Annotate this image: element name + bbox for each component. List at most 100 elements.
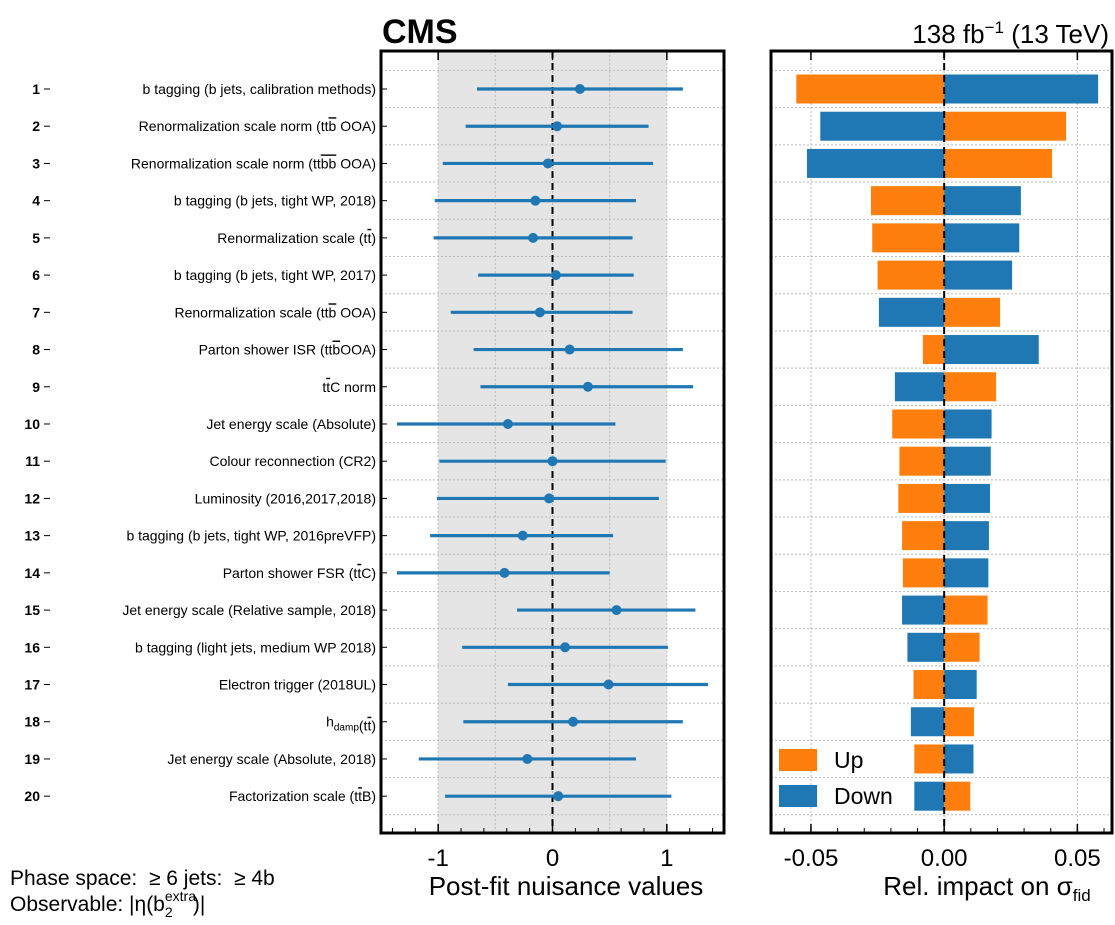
nuisance-label: Electron trigger (2018UL) [219, 677, 376, 693]
pull-point [568, 716, 579, 727]
nuisance-label: b tagging (b jets, tight WP, 2016preVFP) [126, 528, 376, 544]
pulls-xtick-label: -1 [427, 845, 448, 872]
pull-point [542, 158, 553, 169]
rank-label: 4 [32, 193, 40, 209]
pull-point [528, 232, 539, 243]
rank-label: 18 [24, 714, 40, 730]
pull-point [522, 753, 533, 764]
rank-label: 3 [32, 155, 40, 171]
pull-point [547, 456, 558, 467]
rank-label: 13 [24, 528, 40, 544]
impact-bar-up [898, 483, 945, 513]
rank-label: 12 [24, 490, 40, 506]
impact-bar-up [902, 558, 945, 588]
pull-point [564, 344, 575, 355]
rank-label: 10 [24, 416, 40, 432]
impact-bar-down [944, 186, 1021, 216]
rank-label: 11 [25, 453, 40, 469]
pull-point [502, 418, 513, 429]
pull-point [560, 642, 571, 653]
impacts-xtick-label: -0.05 [784, 845, 839, 872]
nuisance-label: Luminosity (2016,2017,2018) [195, 490, 376, 506]
impact-bar-up [944, 297, 1001, 327]
nuisance-label: b tagging (b jets, tight WP, 2017) [174, 267, 376, 283]
pull-point [499, 567, 510, 578]
luminosity-label: 138 fb−1 (13 TeV) [912, 18, 1109, 49]
impact-bar-down [878, 297, 945, 327]
impact-bar-down [914, 781, 945, 811]
legend-label-down: Down [834, 783, 893, 809]
impact-bar-down [944, 335, 1039, 365]
impact-bar-down [902, 595, 945, 625]
rank-label: 7 [32, 304, 40, 320]
impact-bar-up [914, 744, 945, 774]
pulls-panel: -1 0 1 Post-fit nuisance values [379, 49, 726, 901]
pull-point [553, 791, 564, 802]
impact-bar-down [820, 111, 945, 141]
impact-bar-down [944, 558, 989, 588]
nuisance-label: Parton shower ISR (ttbOOA) [199, 342, 376, 358]
legend: Up Down [779, 747, 893, 809]
pull-point [530, 195, 541, 206]
impact-bar-down [944, 670, 977, 700]
rank-label: 5 [32, 230, 40, 246]
impact-bar-down [894, 372, 945, 402]
nuisance-label: hdamp(tt) [326, 714, 376, 734]
pull-point [517, 530, 528, 541]
pull-point [603, 679, 614, 690]
impact-bar-up [877, 260, 945, 290]
impact-bar-up [944, 781, 971, 811]
impact-bar-down [944, 446, 991, 476]
impact-bar-down [944, 223, 1020, 253]
impact-bar-up [922, 335, 945, 365]
nuisance-label: Factorization scale (ttB) [229, 788, 376, 804]
impacts-xtick-label: 0.05 [1054, 845, 1101, 872]
impact-bar-down [944, 260, 1013, 290]
rank-label: 1 [32, 81, 40, 97]
impact-bar-up [902, 521, 945, 551]
impact-bar-up [944, 148, 1053, 178]
pulls-xtick-label: 1 [660, 845, 673, 872]
rank-label: 17 [24, 677, 40, 693]
nuisance-label: Jet energy scale (Absolute, 2018) [167, 751, 376, 767]
impact-bar-down [907, 632, 945, 662]
impact-bar-down [944, 74, 1099, 104]
impact-bar-up [870, 186, 945, 216]
nuisance-label: Jet energy scale (Absolute) [206, 416, 376, 432]
impact-bar-up [899, 446, 945, 476]
impact-bar-up [944, 632, 980, 662]
impact-bar-up [944, 707, 975, 737]
impact-bar-up [892, 409, 945, 439]
pull-point [544, 493, 555, 504]
nuisance-label: Colour reconnection (CR2) [209, 453, 376, 469]
nuisance-label: ttC norm [322, 379, 376, 395]
rank-label: 16 [24, 639, 40, 655]
nuisance-label: Renormalization scale (tt) [217, 230, 376, 246]
pull-point [550, 270, 561, 281]
pull-point [582, 381, 593, 392]
nuisance-label: Parton shower FSR (ttC) [223, 565, 376, 581]
impacts-xtick-label: 0.00 [921, 845, 968, 872]
legend-label-up: Up [834, 747, 863, 773]
impacts-frame [769, 49, 1114, 835]
nuisance-label: b tagging (b jets, tight WP, 2018) [174, 193, 376, 209]
pulls-xlabel: Post-fit nuisance values [429, 871, 704, 901]
legend-swatch-up [779, 749, 817, 771]
impacts-xlabel: Rel. impact on σfid [883, 871, 1090, 905]
pull-point [574, 84, 585, 94]
pull-point [552, 121, 563, 132]
impact-bar-down [910, 707, 945, 737]
impact-bar-up [796, 74, 945, 104]
impact-bar-up [944, 111, 1067, 141]
impact-bar-up [872, 223, 945, 253]
nuisance-label: Renormalization scale (ttb OOA) [174, 304, 376, 320]
rank-label: 15 [24, 602, 40, 618]
impacts-panel: -0.05 0.00 0.05 Up Down Rel. impact on σfi… [769, 49, 1114, 905]
pulls-xtick-label: 0 [546, 845, 559, 872]
rank-label: 9 [32, 379, 40, 395]
rank-label: 8 [32, 342, 40, 358]
cms-label: CMS [382, 13, 458, 51]
rank-label: 14 [24, 565, 40, 581]
nuisance-label-column: 1 b tagging (b jets, calibration methods)… [24, 81, 376, 804]
